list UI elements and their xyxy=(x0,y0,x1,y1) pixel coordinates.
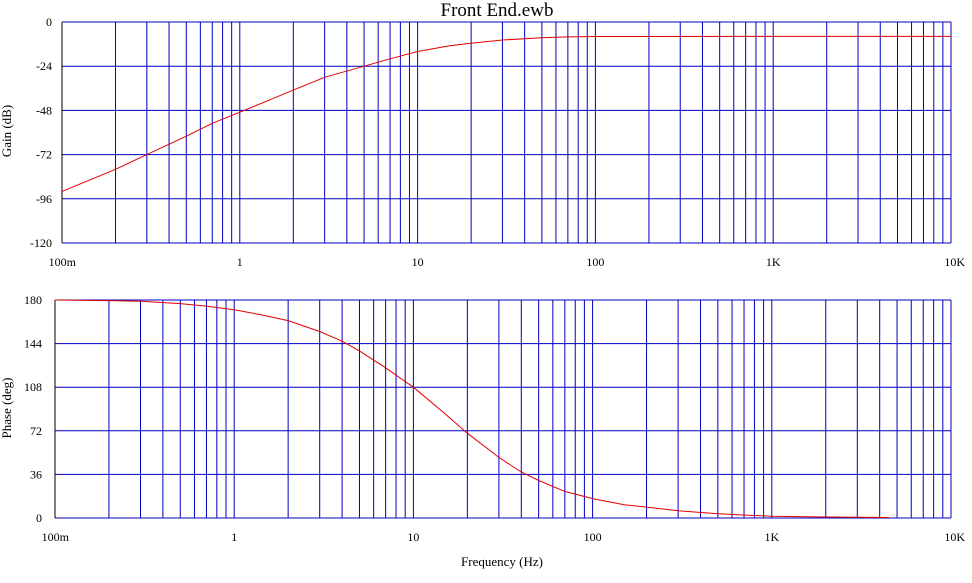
gain-y-tick-label: -24 xyxy=(36,59,52,73)
gain-y-tick-label: -120 xyxy=(30,236,52,250)
phase-y-tick-label: 180 xyxy=(24,293,42,307)
gain-y-tick-label: 0 xyxy=(46,15,52,29)
gain-y-tick-label: -96 xyxy=(36,192,52,206)
phase-x-tick-label: 1K xyxy=(764,530,779,544)
gain-axis-label: Gain (dB) xyxy=(0,105,14,157)
phase-axis-label: Phase (deg) xyxy=(0,377,14,438)
gain-x-tick-label: 1K xyxy=(766,255,781,269)
phase-y-tick-label: 108 xyxy=(24,380,42,394)
phase-x-tick-label: 100 xyxy=(584,530,602,544)
phase-curve xyxy=(54,299,889,518)
phase-x-tick-label: 1 xyxy=(231,530,237,544)
gain-x-tick-label: 100 xyxy=(586,255,604,269)
phase-y-tick-label: 72 xyxy=(30,424,42,438)
phase-x-tick-label: 10 xyxy=(407,530,419,544)
gain-x-tick-label: 1 xyxy=(237,255,243,269)
phase-y-tick-label: 0 xyxy=(36,511,42,525)
frequency-axis-label: Frequency (Hz) xyxy=(461,554,543,569)
gain-x-tick-label: 10 xyxy=(412,255,424,269)
gain-curve xyxy=(61,35,951,192)
phase-y-tick-label: 144 xyxy=(24,337,42,351)
gain-y-tick-label: -48 xyxy=(36,103,52,117)
chart-title: Front End.ewb xyxy=(441,0,554,21)
gain-x-tick-label: 10K xyxy=(944,255,965,269)
phase-x-tick-label: 100m xyxy=(42,530,70,544)
phase-x-tick-label: 10K xyxy=(944,530,965,544)
phase-y-tick-label: 36 xyxy=(30,467,42,481)
gain-y-tick-label: -72 xyxy=(36,148,52,162)
gain-x-tick-label: 100m xyxy=(49,255,77,269)
